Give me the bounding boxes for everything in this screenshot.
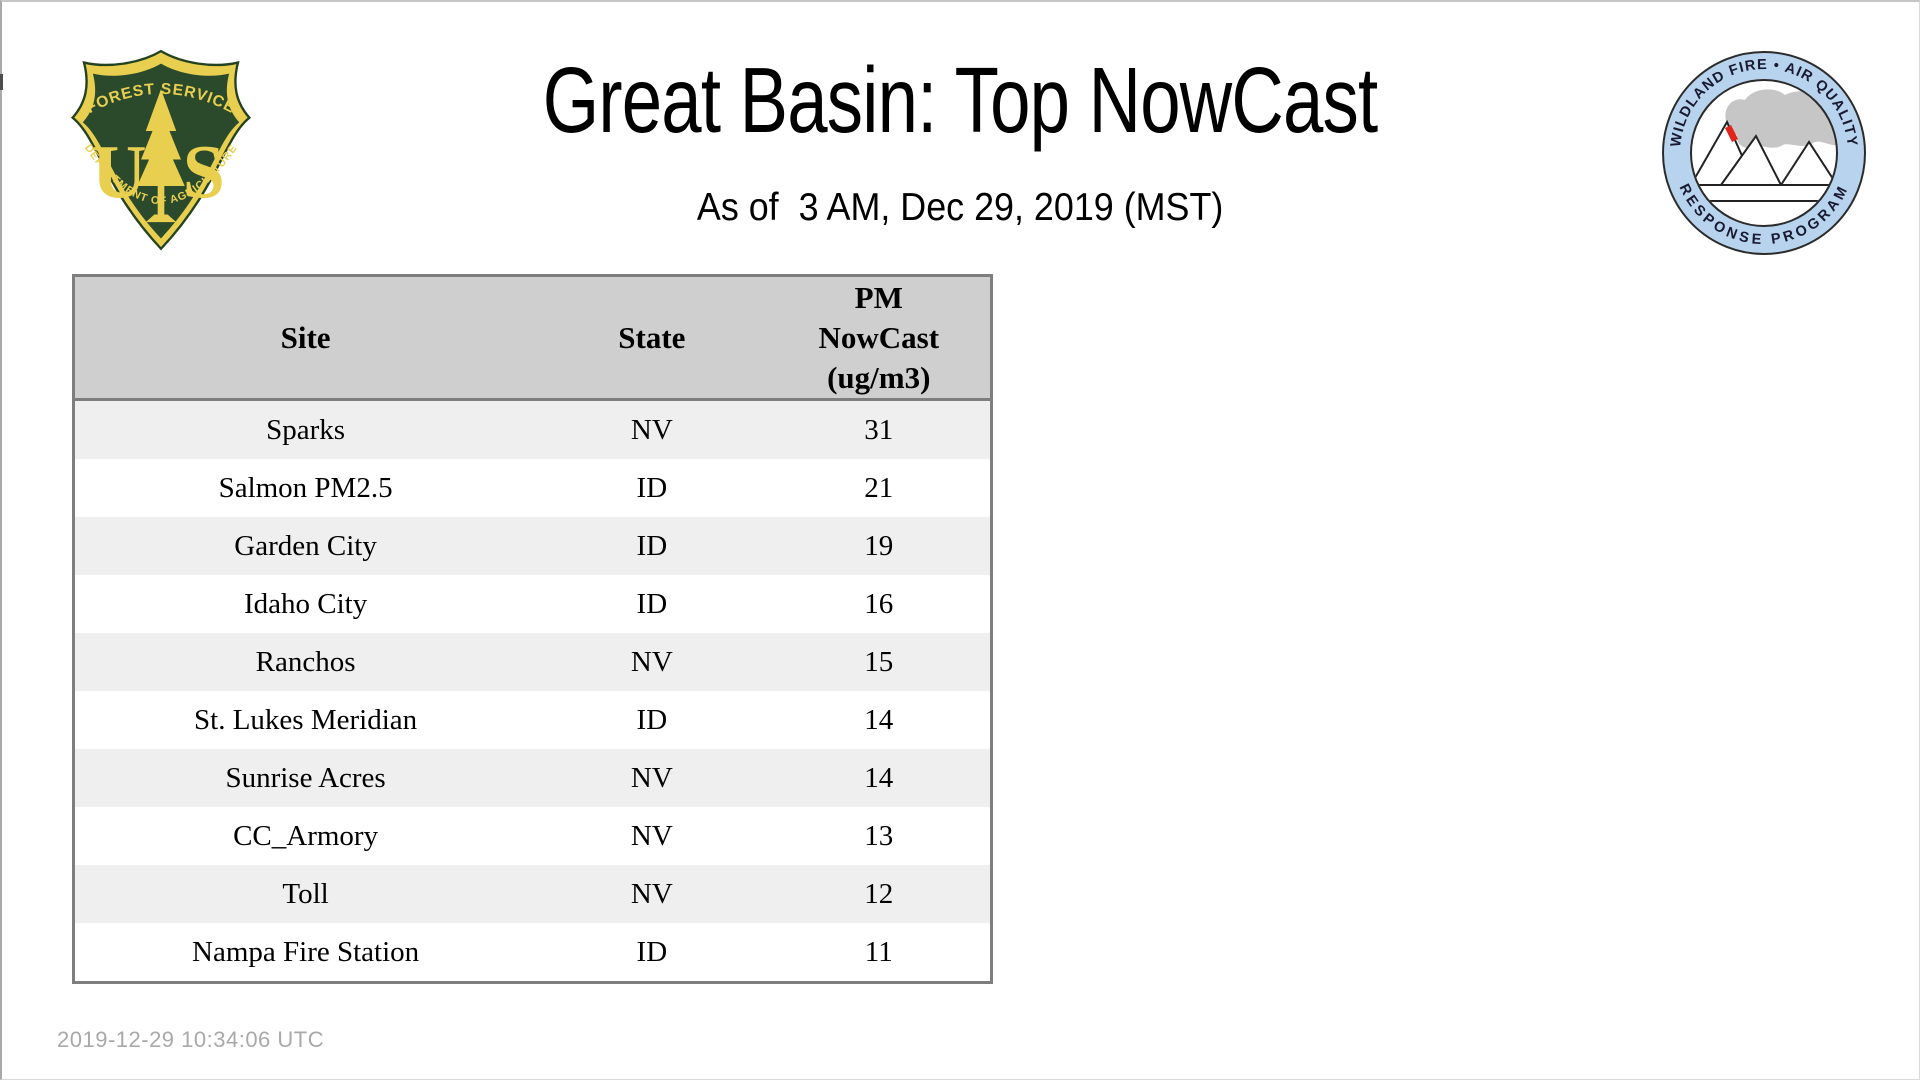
fs-monogram-s: S: [183, 130, 225, 214]
table-row: Sunrise Acres NV 14: [73, 749, 992, 807]
table-header-row: Site State PM NowCast (ug/m3): [73, 275, 992, 401]
table-cell-pm: 14: [767, 691, 992, 749]
table-row: Ranchos NV 15: [73, 633, 992, 691]
fs-monogram-u: U: [92, 130, 147, 214]
table-header-pm-nowcast: PM NowCast (ug/m3): [767, 275, 992, 401]
table-row: Nampa Fire Station ID 11: [73, 923, 992, 983]
table-header: Site State PM NowCast (ug/m3): [73, 275, 992, 401]
badge-center-outline: [1690, 79, 1838, 227]
nowcast-table: Site State PM NowCast (ug/m3) Sparks NV 31…: [72, 274, 993, 984]
table-header-state: State: [536, 275, 768, 401]
page-subtitle-row: As of 3 AM, Dec 29, 2019 (MST): [0, 188, 1920, 227]
table-row: Toll NV 12: [73, 865, 992, 923]
table-cell-state: ID: [536, 517, 768, 575]
table-cell-state: NV: [536, 749, 768, 807]
table-cell-site: St. Lukes Meridian: [73, 691, 537, 749]
table-cell-pm: 12: [767, 865, 992, 923]
table-row: Idaho City ID 16: [73, 575, 992, 633]
table-cell-pm: 11: [767, 923, 992, 983]
table-row: CC_Armory NV 13: [73, 807, 992, 865]
table-cell-site: Sunrise Acres: [73, 749, 537, 807]
wfaqrp-logo: WILDLAND FIRE • AIR QUALITY RESPONSE PRO…: [1662, 51, 1866, 255]
table-cell-pm: 19: [767, 517, 992, 575]
table-cell-site: Ranchos: [73, 633, 537, 691]
table-cell-site: Salmon PM2.5: [73, 459, 537, 517]
screen-edge-artifact: [0, 74, 3, 90]
flame-icon: [1725, 125, 1738, 142]
table-cell-state: ID: [536, 923, 768, 983]
page-title-row: Great Basin: Top NowCast: [0, 54, 1920, 147]
pine-tree-icon: [137, 89, 185, 223]
table-cell-pm: 31: [767, 399, 992, 459]
nowcast-table-body: Sparks NV 31 Salmon PM2.5 ID 21 Garden City ID 1…: [73, 399, 992, 983]
table-cell-site: Sparks: [73, 399, 537, 459]
forest-service-logo: FOREST SERVICE DEPARTMENT OF AGRICULTURE…: [70, 49, 252, 251]
table-cell-state: ID: [536, 575, 768, 633]
footer-timestamp: 2019-12-29 10:34:06 UTC: [57, 1027, 325, 1052]
table-cell-site: CC_Armory: [73, 807, 537, 865]
table-header-site: Site: [73, 275, 537, 401]
page-subtitle: As of 3 AM, Dec 29, 2019 (MST): [696, 186, 1224, 229]
table-cell-site: Nampa Fire Station: [73, 923, 537, 983]
table-cell-state: NV: [536, 399, 768, 459]
page-title: Great Basin: Top NowCast: [542, 48, 1378, 152]
table-cell-pm: 21: [767, 459, 992, 517]
table-cell-site: Toll: [73, 865, 537, 923]
table-cell-state: ID: [536, 691, 768, 749]
table-cell-site: Garden City: [73, 517, 537, 575]
table-cell-state: NV: [536, 865, 768, 923]
table-cell-pm: 13: [767, 807, 992, 865]
table-cell-pm: 15: [767, 633, 992, 691]
table-row: Garden City ID 19: [73, 517, 992, 575]
table-row: Sparks NV 31: [73, 399, 992, 459]
table-cell-site: Idaho City: [73, 575, 537, 633]
table-cell-pm: 14: [767, 749, 992, 807]
table-cell-state: NV: [536, 807, 768, 865]
table-cell-pm: 16: [767, 575, 992, 633]
table-cell-state: ID: [536, 459, 768, 517]
smoke-icon: [1725, 89, 1836, 149]
table-row: Salmon PM2.5 ID 21: [73, 459, 992, 517]
mountains-icon: [1692, 119, 1836, 202]
table-cell-state: NV: [536, 633, 768, 691]
table-row: St. Lukes Meridian ID 14: [73, 691, 992, 749]
